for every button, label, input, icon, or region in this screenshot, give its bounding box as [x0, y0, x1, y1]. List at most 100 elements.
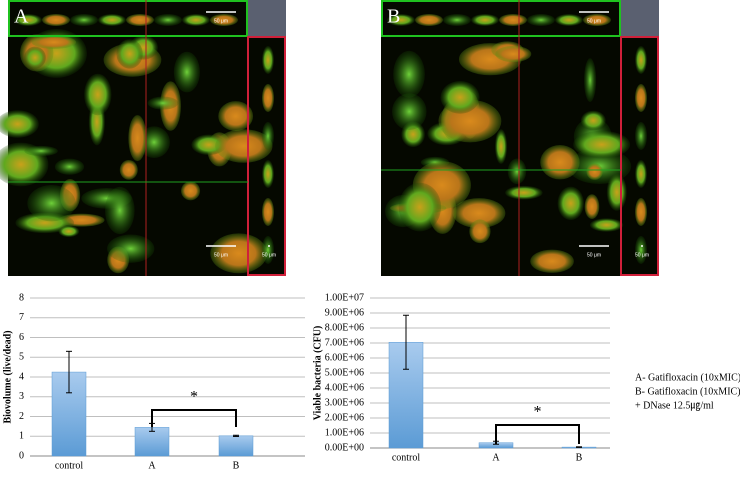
cell-cluster [54, 158, 85, 175]
strip-signal [262, 198, 274, 226]
y-tick-label: 2 [19, 411, 24, 422]
strip-signal [635, 236, 647, 264]
strip-signal [387, 14, 415, 26]
strip-signal [635, 46, 647, 74]
strip-signal [262, 160, 274, 188]
cell-cluster [215, 129, 273, 163]
cell-cluster [495, 45, 532, 63]
y-tick-label: 8.00E+06 [325, 322, 364, 333]
strip-signal [471, 14, 499, 26]
cell-cluster [119, 159, 138, 180]
cell-cluster [580, 110, 606, 131]
y-tick-label: 8 [19, 292, 24, 303]
cell-cluster [494, 129, 508, 164]
chart: 0 1 2 3 4 5 6 7 8 Biovolume (live/dead) control A B * [2, 292, 305, 471]
panel-label: A [14, 6, 29, 28]
micrograph-panel: B 50 μm 50 μm 50 μm [381, 0, 659, 276]
legend-line: B- Gatifloxacin (10xMIC) [635, 386, 740, 397]
scale-label: 50 μm [635, 252, 649, 258]
strip-signal [262, 236, 274, 264]
cell-cluster [584, 58, 597, 102]
cell-cluster [107, 234, 155, 263]
scale-label: 50 μm [587, 252, 601, 258]
strip-signal [499, 14, 527, 26]
y-tick-label: 9.00E+06 [325, 307, 364, 318]
y-tick-label: 5 [19, 352, 24, 363]
x-tick-label: B [233, 460, 240, 471]
cell-cluster [393, 50, 425, 98]
strip-signal [262, 46, 274, 74]
y-tick-label: 3 [19, 391, 24, 402]
cell-cluster [105, 186, 135, 235]
cell-cluster [469, 219, 491, 244]
x-tick-label: control [55, 460, 84, 471]
cell-cluster [505, 185, 543, 200]
y-tick-label: 7.00E+06 [325, 337, 364, 348]
cell-cluster [24, 145, 58, 157]
y-tick-label: 1.00E+06 [325, 427, 364, 438]
y-tick-label: 0 [19, 450, 24, 461]
cell-cluster [557, 186, 584, 221]
y-tick-label: 1.00E+07 [325, 292, 364, 303]
cell-cluster [24, 46, 46, 69]
cell-cluster [586, 163, 603, 180]
cell-cluster [58, 225, 80, 238]
strip-signal [98, 14, 126, 26]
strip-signal [262, 122, 274, 150]
cell-cluster [589, 218, 624, 232]
cell-cluster [128, 115, 147, 162]
cell-cluster [398, 182, 442, 232]
cell-cluster [173, 51, 200, 93]
cell-cluster [27, 185, 76, 222]
cell-cluster [181, 181, 201, 201]
strip-signal [154, 14, 182, 26]
strip-signal [42, 14, 70, 26]
cell-cluster [84, 73, 112, 116]
y-tick-label: 0.00E+00 [325, 442, 364, 453]
y-axis-label: Biovolume (live/dead) [2, 330, 13, 423]
cell-cluster [116, 39, 143, 69]
cell-cluster [530, 249, 574, 273]
strip-signal [635, 122, 647, 150]
side-strip-frame [620, 36, 659, 276]
strip-signal [126, 14, 154, 26]
cell-cluster [218, 101, 254, 132]
significance-bracket [495, 424, 580, 444]
corner-square [621, 0, 659, 36]
cell-cluster [0, 110, 39, 138]
charts: 0 1 2 3 4 5 6 7 8 Biovolume (live/dead) control A B *… [2, 292, 610, 471]
side-strip-frame [247, 36, 286, 276]
y-tick-label: 1 [19, 431, 24, 442]
panel-label: B [387, 6, 400, 28]
strip-signal [555, 14, 583, 26]
bar [218, 435, 254, 457]
strip-signal [635, 84, 647, 112]
cell-cluster [440, 80, 480, 114]
strip-signal [14, 14, 42, 26]
strip-signal [443, 14, 471, 26]
top-strip-frame [381, 0, 621, 37]
corner-square [248, 0, 286, 36]
x-tick-label: A [492, 452, 500, 463]
micrographs: A 50 μm 50 μm 50 μm B 50 μm 50 μm 50 μm [0, 0, 659, 276]
cell-cluster [392, 93, 427, 131]
cell-cluster [210, 233, 268, 274]
x-tick-label: control [392, 452, 421, 463]
strip-signal [70, 14, 98, 26]
significance-bracket [151, 409, 237, 427]
y-tick-label: 6.00E+06 [325, 352, 364, 363]
cell-cluster [573, 130, 631, 159]
chart: 0.00E+00 1.00E+06 2.00E+06 3.00E+06 4.00E+06… [312, 292, 610, 463]
significance-mark: * [190, 389, 198, 406]
significance-mark: * [534, 404, 542, 421]
y-tick-label: 6 [19, 332, 24, 343]
y-tick-label: 2.00E+06 [325, 412, 364, 423]
strip-signal [527, 14, 555, 26]
y-tick-label: 7 [19, 312, 24, 323]
y-tick-label: 3.00E+06 [325, 397, 364, 408]
y-tick-label: 4 [19, 371, 24, 382]
cell-cluster [147, 96, 179, 110]
y-tick-label: 4.00E+06 [325, 382, 364, 393]
cell-cluster [31, 35, 77, 49]
strip-signal [635, 160, 647, 188]
